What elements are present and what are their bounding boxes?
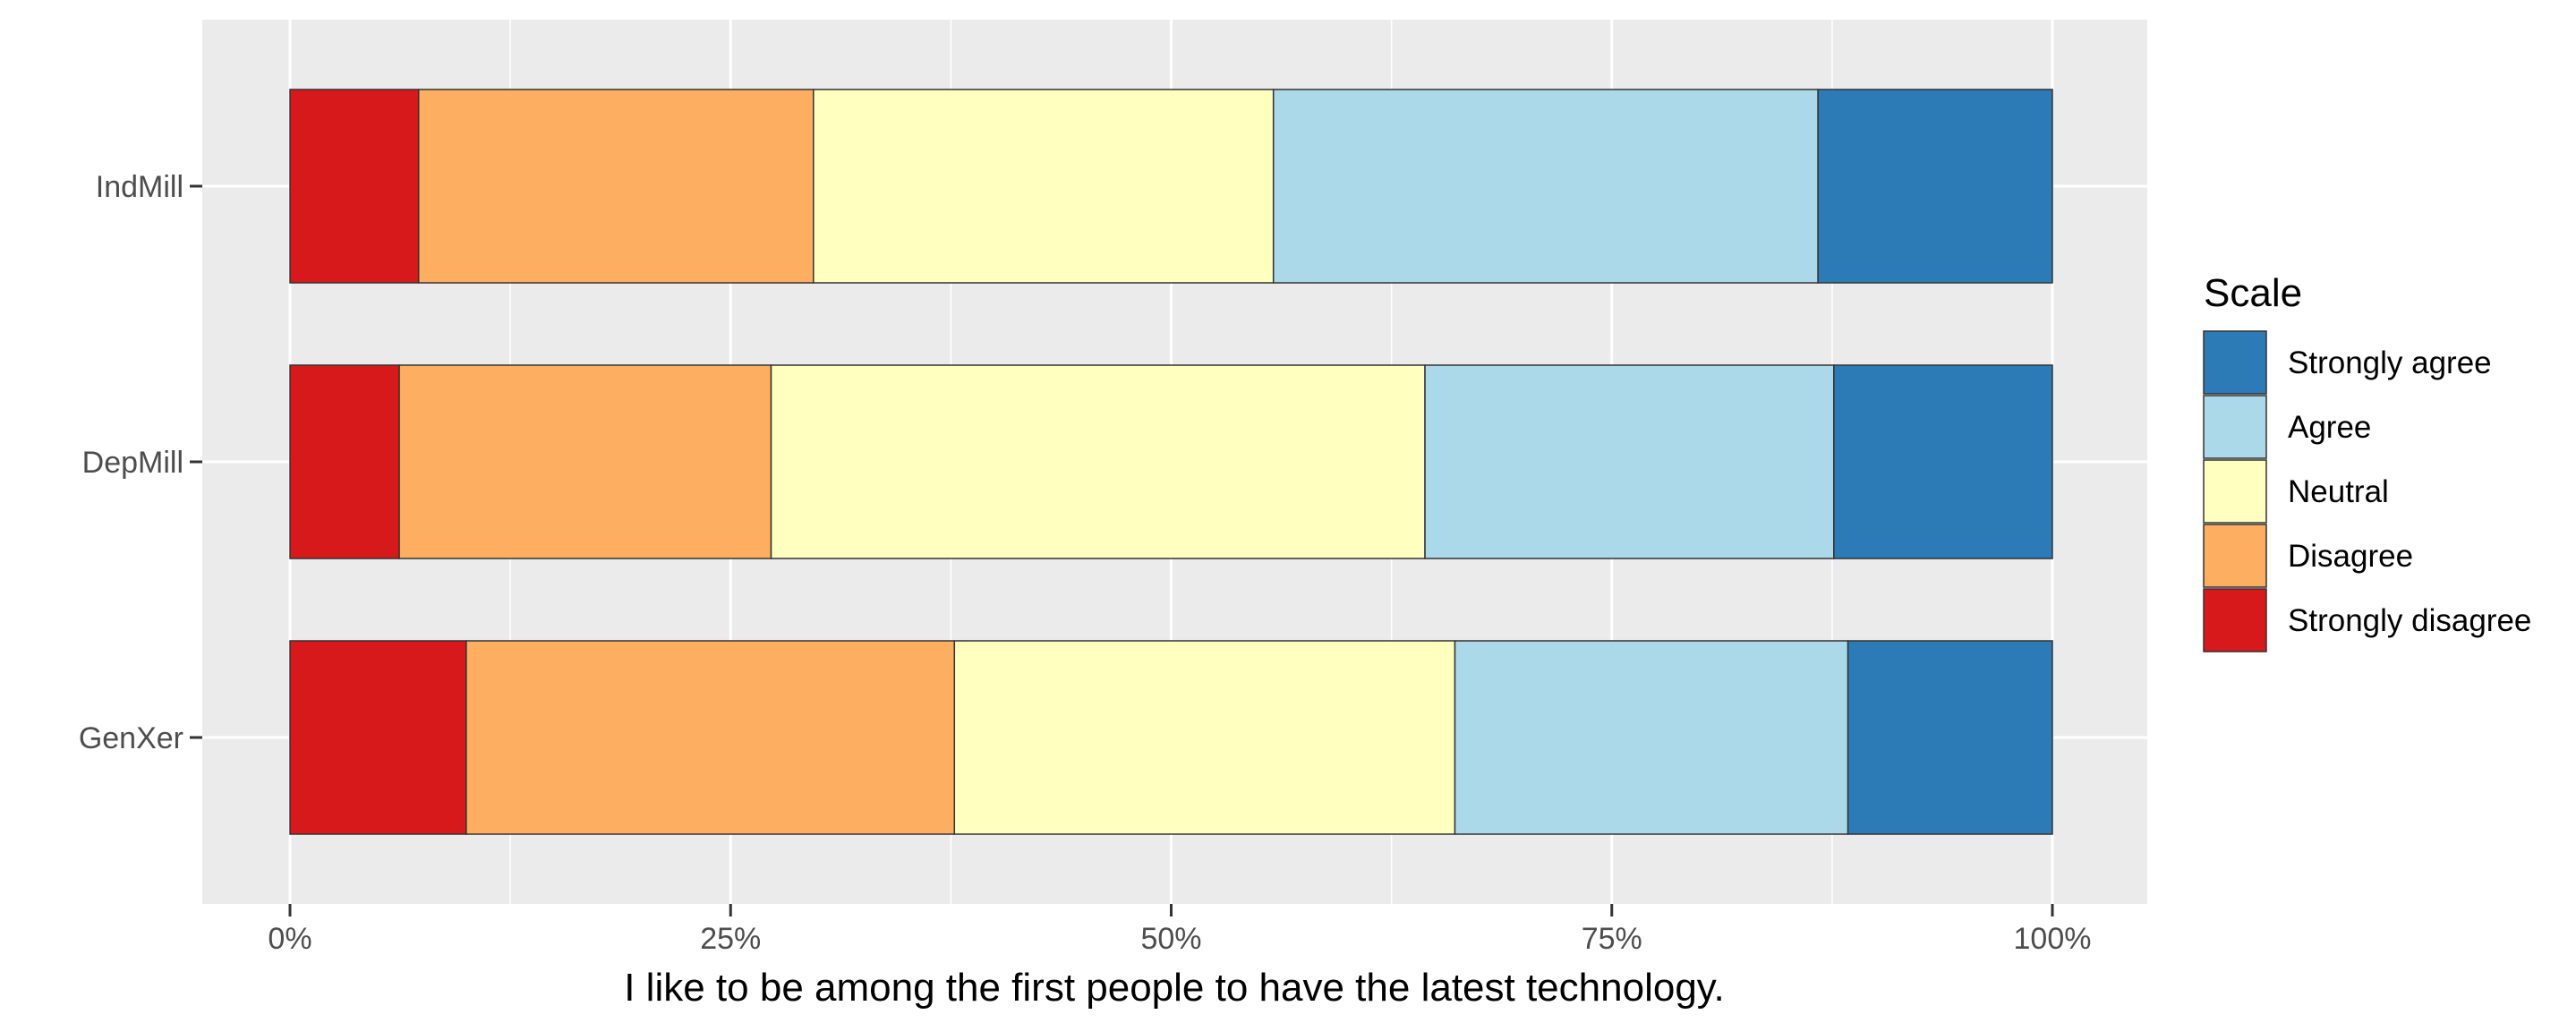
y-axis: IndMill DepMill GenXer	[79, 170, 202, 755]
bar-depmill-disagree	[398, 364, 772, 559]
bar-depmill-strongly-disagree	[289, 364, 400, 559]
x-axis: 0% 25% 50% 75% 100%	[268, 904, 2091, 956]
bar-genxer-strongly-disagree	[289, 640, 467, 835]
legend-key-disagree	[2203, 524, 2267, 588]
bar-indmill-strongly-agree	[1817, 89, 2053, 284]
bar-depmill-strongly-agree	[1833, 364, 2053, 559]
legend-key-neutral	[2203, 459, 2267, 524]
legend-key-agree	[2203, 395, 2267, 459]
legend-label-strongly-agree: Strongly agree	[2288, 345, 2492, 380]
legend: Scale Strongly agree Agree Neutral Disagree…	[2203, 271, 2531, 652]
bar-genxer-strongly-agree	[1847, 640, 2053, 835]
x-tick-label: 50%	[1140, 922, 1201, 956]
bars	[289, 89, 2053, 835]
legend-key-strongly-agree	[2203, 330, 2267, 395]
bar-genxer-agree	[1454, 640, 1849, 835]
legend-label-neutral: Neutral	[2288, 474, 2389, 509]
bar-genxer-disagree	[465, 640, 956, 835]
bar-indmill-agree	[1272, 89, 1819, 284]
y-tick-label: DepMill	[82, 446, 183, 480]
bar-depmill-neutral	[770, 364, 1426, 559]
bar-indmill-neutral	[813, 89, 1275, 284]
x-tick-label: 75%	[1582, 922, 1642, 956]
bar-depmill-agree	[1424, 364, 1835, 559]
legend-label-agree: Agree	[2288, 410, 2371, 445]
legend-key-strongly-disagree	[2203, 588, 2267, 652]
legend-items: Strongly agree Agree Neutral Disagree Strong…	[2203, 330, 2531, 652]
y-tick-label: GenXer	[79, 721, 183, 755]
x-axis-title: I like to be among the first people to h…	[624, 966, 1725, 1010]
y-tick-label: IndMill	[96, 170, 183, 204]
legend-label-strongly-disagree: Strongly disagree	[2288, 603, 2531, 638]
x-tick-label: 0%	[268, 922, 311, 956]
x-tick-label: 25%	[700, 922, 761, 956]
bar-genxer-neutral	[953, 640, 1456, 835]
x-tick-label: 100%	[2014, 922, 2092, 956]
bar-indmill-disagree	[417, 89, 815, 284]
legend-title: Scale	[2204, 271, 2302, 315]
bar-indmill-strongly-disagree	[289, 89, 420, 284]
legend-label-disagree: Disagree	[2288, 539, 2413, 574]
